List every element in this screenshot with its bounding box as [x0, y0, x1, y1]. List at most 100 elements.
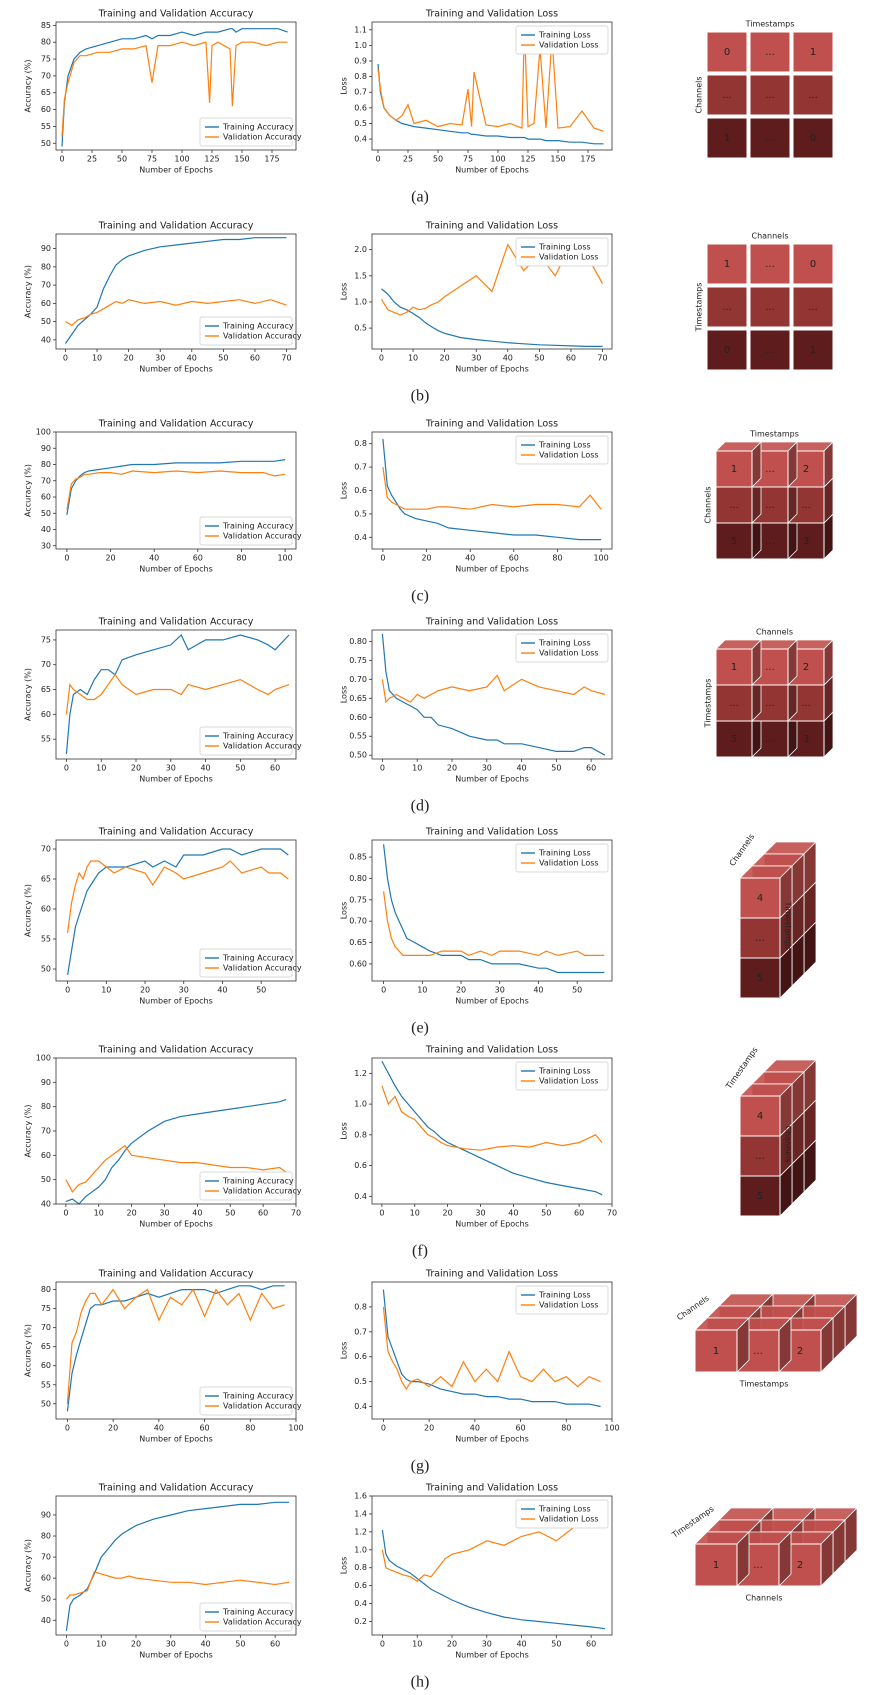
cell-label: ... — [722, 90, 732, 101]
cell-label: 1 — [810, 345, 816, 356]
y-tick-label: 60 — [41, 710, 51, 719]
cell-label: 4 — [757, 893, 763, 904]
x-tick-label: 75 — [463, 155, 473, 164]
y-tick-label: 80 — [41, 1532, 51, 1541]
y-tick-label: 1.5 — [354, 271, 367, 280]
diagram-side-label: Channels — [784, 1125, 793, 1162]
x-tick-label: 70 — [291, 1209, 301, 1218]
y-tick-label: 0.4 — [354, 1402, 367, 1411]
series-line — [381, 1060, 603, 1196]
x-tick-label: 10 — [412, 1640, 422, 1649]
cube-front — [715, 450, 753, 488]
y-tick-label: 65 — [41, 88, 51, 97]
x-tick-label: 0 — [380, 1640, 385, 1649]
x-tick-label: 100 — [277, 554, 292, 563]
y-tick-label: 1.1 — [354, 25, 367, 34]
x-tick-label: 175 — [580, 155, 595, 164]
x-tick-label: 30 — [475, 1209, 485, 1218]
y-axis-label: Accuracy (%) — [24, 1105, 33, 1158]
x-tick-label: 75 — [147, 155, 157, 164]
cell-label: 1 — [724, 259, 730, 270]
y-tick-label: 1.0 — [354, 297, 367, 306]
cube-front — [792, 286, 834, 328]
cube-front — [749, 74, 791, 116]
x-tick-label: 150 — [234, 155, 249, 164]
y-tick-label: 80 — [41, 1102, 51, 1111]
x-tick-label: 50 — [433, 155, 443, 164]
chart-title: Training and Validation Loss — [425, 419, 558, 430]
y-axis-label: Accuracy (%) — [24, 265, 33, 318]
cube-front — [706, 74, 748, 116]
x-tick-label: 0 — [59, 155, 64, 164]
panel-caption: (g) — [411, 1458, 430, 1475]
y-tick-label: 0.8 — [354, 72, 367, 81]
y-axis-label: Loss — [340, 482, 349, 500]
x-tick-label: 80 — [552, 554, 562, 563]
y-tick-label: 0.85 — [349, 853, 367, 862]
diagram-bottom-label: Channels — [745, 1594, 782, 1603]
cell-label: ... — [765, 259, 775, 270]
diagram-side-label: Timestamps — [784, 901, 793, 951]
series-line — [381, 633, 606, 756]
cell-label: 1 — [731, 464, 737, 475]
cell-label: 2 — [803, 662, 809, 673]
cube-front — [792, 117, 834, 159]
cube-front — [739, 917, 781, 959]
chart-title: Training and Validation Accuracy — [98, 221, 254, 232]
plot-frame — [371, 1281, 613, 1420]
y-axis-label: Loss — [340, 283, 349, 301]
x-tick-label: 30 — [471, 354, 481, 363]
series-line — [65, 673, 290, 715]
x-tick-label: 0 — [381, 986, 386, 995]
y-axis-label: Loss — [340, 1122, 349, 1140]
chart-title: Training and Validation Loss — [425, 1483, 558, 1494]
panel-caption: (a) — [411, 189, 429, 206]
x-axis-label: Number of Epochs — [139, 365, 213, 374]
y-tick-label: 0.75 — [349, 895, 367, 904]
x-tick-label: 30 — [495, 986, 505, 995]
x-tick-label: 20 — [127, 1209, 137, 1218]
x-tick-label: 0 — [64, 554, 69, 563]
x-tick-label: 0 — [65, 986, 70, 995]
y-tick-label: 55 — [41, 1380, 51, 1389]
cell-label: ... — [765, 90, 775, 101]
y-tick-label: 40 — [41, 1616, 51, 1625]
y-tick-label: 55 — [41, 935, 51, 944]
x-tick-label: 60 — [509, 554, 519, 563]
diagram-top-label: Channels — [675, 1294, 710, 1323]
cell-label: ... — [808, 302, 818, 313]
legend-label: Training Accuracy — [222, 732, 294, 741]
legend-label: Validation Accuracy — [223, 133, 302, 142]
cell-label: ... — [729, 500, 739, 511]
legend-label: Validation Accuracy — [223, 742, 302, 751]
x-axis-label: Number of Epochs — [455, 1435, 529, 1444]
x-tick-label: 50 — [218, 354, 228, 363]
series-line — [65, 1144, 287, 1193]
diagram-top-label: Channels — [756, 628, 793, 637]
x-tick-label: 80 — [561, 1424, 571, 1433]
legend-label: Training Loss — [538, 31, 591, 40]
x-tick-label: 60 — [574, 1209, 584, 1218]
y-axis-label: Accuracy (%) — [24, 884, 33, 937]
x-tick-label: 40 — [200, 1640, 210, 1649]
y-tick-label: 60 — [41, 105, 51, 114]
x-tick-label: 50 — [551, 1640, 561, 1649]
x-tick-label: 60 — [258, 1209, 268, 1218]
y-tick-label: 65 — [41, 875, 51, 884]
y-tick-label: 80 — [41, 38, 51, 47]
cell-label: 2 — [797, 1346, 803, 1357]
series-line — [66, 1288, 285, 1404]
y-tick-label: 0.80 — [349, 874, 367, 883]
x-tick-label: 0 — [375, 155, 380, 164]
y-tick-label: 90 — [41, 1510, 51, 1519]
panel-caption: (d) — [411, 798, 430, 815]
diagram-bottom-label: Timestamps — [739, 1380, 789, 1389]
diagram-side-label: Timestamps — [695, 283, 704, 333]
series-line — [381, 1530, 606, 1630]
cell-label: 3 — [803, 536, 809, 547]
chart-title: Training and Validation Accuracy — [98, 1045, 254, 1056]
x-tick-label: 10 — [94, 1209, 104, 1218]
cube-front — [792, 329, 834, 371]
cube-front — [739, 1095, 781, 1137]
chart-title: Training and Validation Accuracy — [98, 9, 254, 20]
